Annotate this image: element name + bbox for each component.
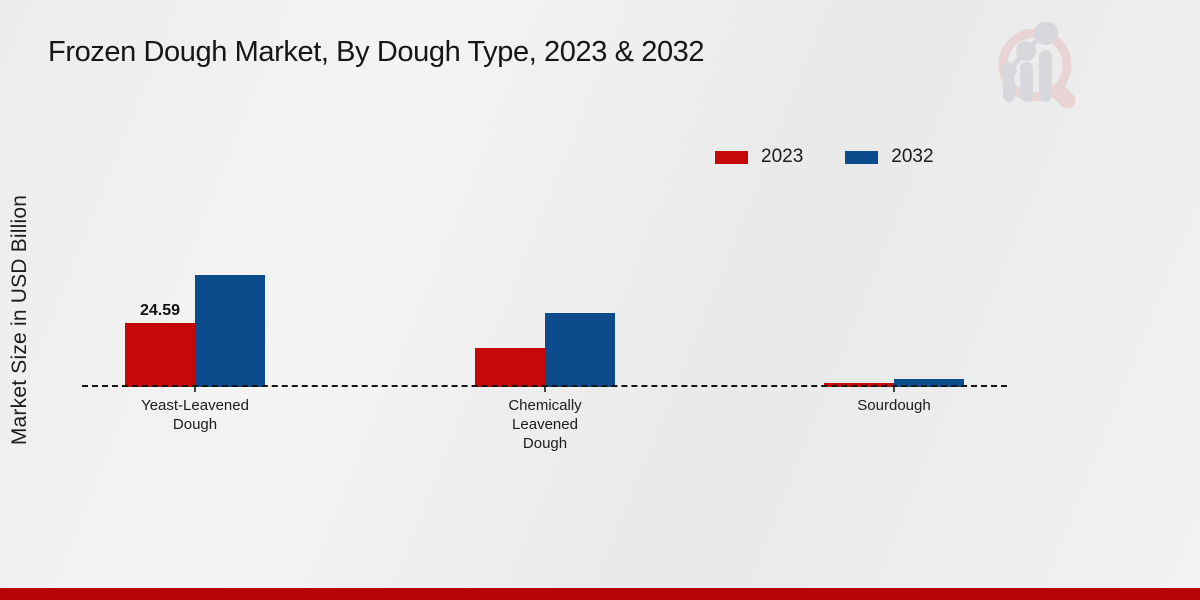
logo-bar-1 <box>1003 74 1015 102</box>
logo-dot-2 <box>1016 41 1036 61</box>
legend-item-2032: 2032 <box>845 146 934 168</box>
logo-dot-3 <box>1034 22 1058 45</box>
x-axis-category-label: Chemically Leavened Dough <box>508 397 582 452</box>
legend-swatch-2032 <box>845 150 879 164</box>
magnifier-bar-chart-logo-icon <box>998 22 1076 109</box>
bar-2023-chemically-leavened-dough <box>475 348 545 387</box>
footer-brand-bar <box>0 588 1200 600</box>
bar-2023-yeast-leavened-dough <box>125 323 195 387</box>
bar-value-label: 24.59 <box>139 302 181 319</box>
x-axis-tick <box>194 387 196 392</box>
logo-bar-2 <box>1020 62 1033 102</box>
legend-label: 2032 <box>891 146 934 167</box>
legend-swatch-2023 <box>715 150 748 164</box>
x-axis-tick <box>544 387 546 392</box>
magnifier-handle <box>1052 85 1076 109</box>
logo-dot-1 <box>1001 62 1017 78</box>
x-axis-category-label: Yeast-Leavened Dough <box>141 397 249 433</box>
x-axis-tick <box>893 387 895 392</box>
bar-2032-yeast-leavened-dough <box>195 275 265 387</box>
legend: 2023 2032 <box>715 146 934 168</box>
x-axis-category-label: Sourdough <box>857 397 931 414</box>
bar-2032-chemically-leavened-dough <box>545 313 615 387</box>
chart-title: Frozen Dough Market, By Dough Type, 2023… <box>48 36 705 68</box>
zero-baseline-dashed-line <box>82 385 1007 387</box>
bar-2032-sourdough <box>894 379 964 387</box>
legend-item-2023: 2023 <box>715 146 803 168</box>
logo-bar-3 <box>1039 50 1052 102</box>
legend-label: 2023 <box>761 146 804 167</box>
